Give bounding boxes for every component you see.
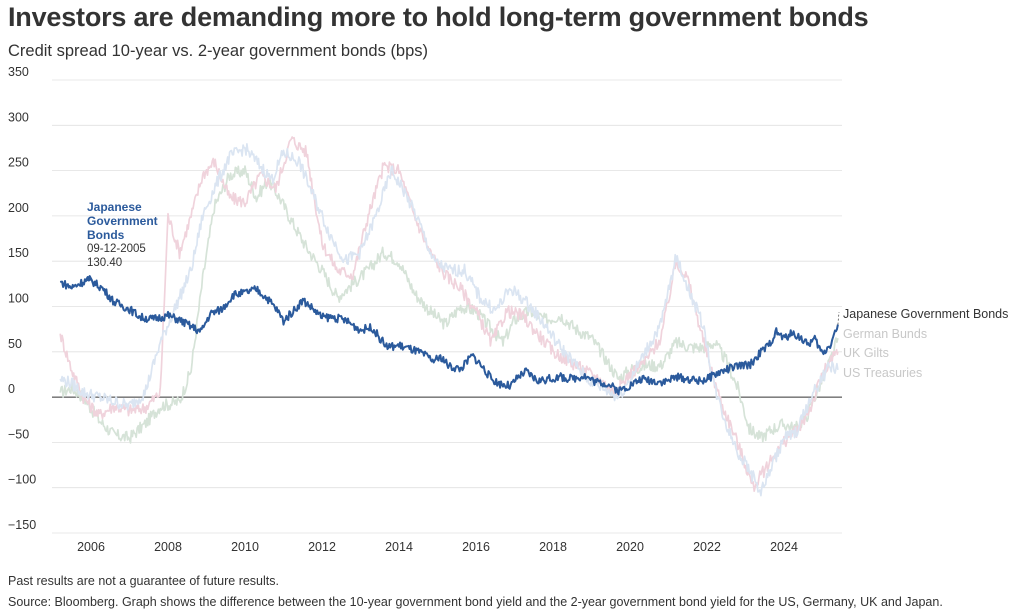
gridlines [52, 79, 842, 534]
y-tick-label: 50 [8, 337, 22, 351]
y-tick-label: −150 [8, 518, 36, 532]
annotation-title-2: Government [87, 214, 158, 228]
x-tick-label: 2014 [385, 540, 413, 554]
y-tick-label: 0 [8, 382, 15, 396]
y-tick-label: 350 [8, 65, 29, 79]
series-line-german-bunds [59, 165, 839, 444]
x-tick-label: 2018 [539, 540, 567, 554]
x-tick-label: 2024 [770, 540, 798, 554]
jgb-annotation: Japanese Government Bonds 09-12-2005 130… [86, 200, 158, 282]
chart-subtitle: Credit spread 10-year vs. 2-year governm… [8, 42, 429, 60]
x-tick-label: 2006 [77, 540, 105, 554]
x-tick-label: 2022 [693, 540, 721, 554]
x-tick-label: 2016 [462, 540, 490, 554]
x-tick-label: 2020 [616, 540, 644, 554]
series-end-labels: Japanese Government Bonds German Bunds U… [843, 307, 1008, 380]
series-lines [59, 136, 840, 497]
label-jgb: Japanese Government Bonds [843, 307, 1008, 321]
x-tick-label: 2012 [308, 540, 336, 554]
annotation-marker [86, 276, 92, 282]
y-tick-label: −50 [8, 427, 29, 441]
y-tick-label: 100 [8, 292, 29, 306]
series-line-uk-gilts [59, 136, 839, 492]
y-tick-label: −100 [8, 473, 36, 487]
series-line-us-treasuries [59, 143, 839, 497]
annotation-date: 09-12-2005 [87, 243, 146, 255]
label-ust: US Treasuries [843, 366, 922, 380]
annotation-title-1: Japanese [87, 200, 142, 214]
annotation-title-3: Bonds [87, 228, 125, 242]
y-tick-label: 150 [8, 246, 29, 260]
jgb-leader-line [837, 311, 840, 325]
source-note: Source: Bloomberg. Graph shows the diffe… [8, 595, 943, 609]
y-tick-label: 250 [8, 156, 29, 170]
series-line-japanese-government-bonds [59, 275, 839, 396]
x-axis-ticks: 2006 2008 2010 2012 2014 2016 2018 2020 2022 2024 [77, 540, 798, 554]
y-tick-label: 300 [8, 110, 29, 124]
y-tick-label: 200 [8, 201, 29, 215]
x-tick-label: 2010 [231, 540, 259, 554]
y-axis-ticks: −150 −100 −50 0 50 100 150 200 250 300 350 [8, 65, 36, 532]
chart-title: Investors are demanding more to hold lon… [8, 2, 869, 32]
label-gilt: UK Gilts [843, 346, 889, 360]
footnote: Past results are not a guarantee of futu… [8, 574, 279, 588]
annotation-value: 130.40 [87, 257, 122, 269]
x-tick-label: 2008 [154, 540, 182, 554]
label-bund: German Bunds [843, 327, 927, 341]
